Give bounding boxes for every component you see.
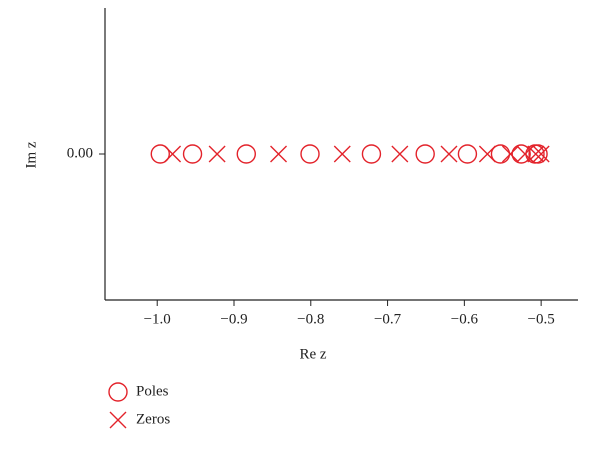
legend-symbol <box>108 382 128 402</box>
y-axis-label: Im z <box>23 141 39 168</box>
point <box>527 145 545 163</box>
point <box>208 145 226 163</box>
point <box>415 144 435 164</box>
x-tick-label: −0.6 <box>451 311 479 327</box>
point <box>440 145 458 163</box>
point <box>150 144 170 164</box>
point <box>478 145 496 163</box>
point <box>391 145 409 163</box>
point <box>511 144 531 164</box>
x-tick-label: −0.5 <box>528 311 555 327</box>
point <box>333 145 351 163</box>
point <box>457 144 478 164</box>
x-tick-label: −0.9 <box>220 311 247 327</box>
x-tick-label: −0.7 <box>374 311 402 327</box>
point <box>270 145 288 163</box>
point <box>300 144 320 164</box>
point <box>501 145 519 163</box>
x-axis-label: Re z <box>299 346 326 362</box>
legend-symbol <box>109 411 127 429</box>
point <box>528 144 548 164</box>
y-tick-label: 0.00 <box>67 145 93 161</box>
point <box>164 145 182 163</box>
x-tick-label: −1.0 <box>144 311 171 327</box>
legend-label: Poles <box>136 383 169 399</box>
legend-label: Zeros <box>136 411 170 427</box>
point <box>361 144 382 164</box>
point <box>236 144 256 164</box>
point <box>182 144 203 164</box>
x-tick-label: −0.8 <box>297 311 324 327</box>
point <box>532 145 550 163</box>
